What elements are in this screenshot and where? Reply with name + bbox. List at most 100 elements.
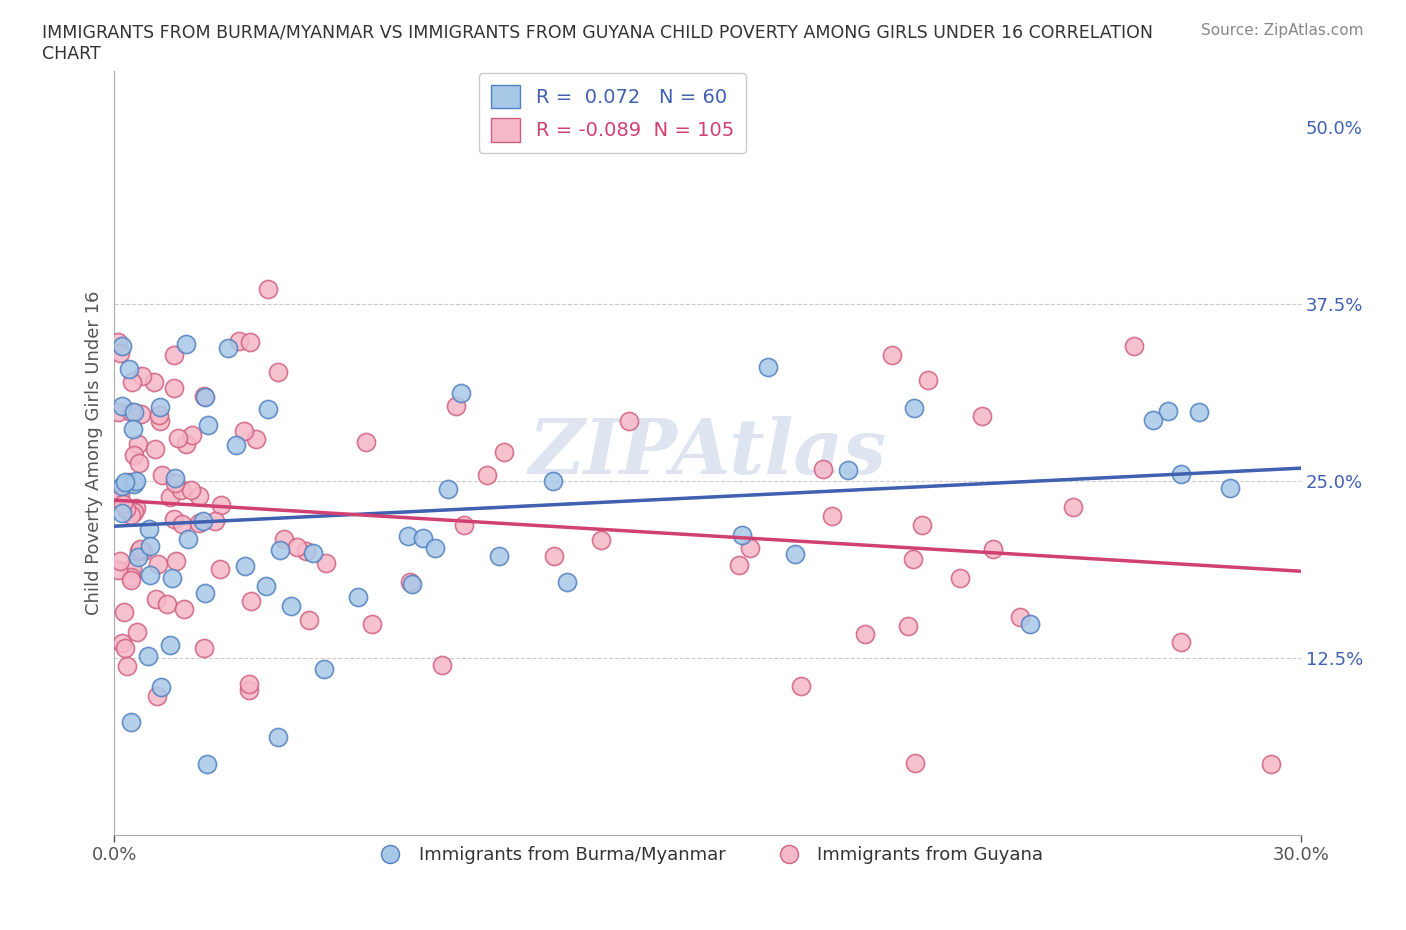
Point [267, 365, 290, 379]
Point [1219, 481, 1241, 496]
Point [197, 418, 219, 432]
Point [1157, 404, 1180, 418]
Point [112, 604, 135, 619]
Point [122, 421, 145, 436]
Point [122, 505, 145, 520]
Point [195, 756, 218, 771]
Point [143, 441, 166, 456]
Point [1188, 405, 1211, 419]
Point [111, 506, 134, 521]
Point [401, 576, 423, 591]
Point [143, 375, 166, 390]
Point [783, 547, 806, 562]
Point [152, 468, 174, 483]
Point [127, 550, 149, 565]
Point [315, 555, 337, 570]
Point [191, 513, 214, 528]
Point [273, 532, 295, 547]
Point [107, 335, 129, 350]
Point [111, 479, 134, 494]
Point [821, 509, 844, 524]
Point [727, 558, 749, 573]
Point [396, 529, 419, 544]
Point [209, 562, 232, 577]
Point [188, 488, 211, 503]
Point [163, 380, 186, 395]
Point [149, 414, 172, 429]
Point [146, 556, 169, 571]
Point [450, 386, 472, 401]
Point [120, 572, 142, 587]
Point [245, 432, 267, 446]
Point [589, 532, 612, 547]
Point [488, 549, 510, 564]
Point [285, 540, 308, 555]
Point [111, 339, 134, 353]
Point [174, 337, 197, 352]
Point [917, 373, 939, 388]
Point [194, 390, 217, 405]
Point [108, 553, 131, 568]
Point [139, 538, 162, 553]
Point [107, 493, 129, 508]
Point [163, 348, 186, 363]
Point [124, 405, 146, 419]
Point [131, 368, 153, 383]
Text: Source: ZipAtlas.com: Source: ZipAtlas.com [1201, 23, 1364, 38]
Point [731, 528, 754, 543]
Point [169, 483, 191, 498]
Point [970, 409, 993, 424]
Point [882, 347, 904, 362]
Point [108, 486, 131, 501]
Point [177, 532, 200, 547]
Point [194, 586, 217, 601]
Point [738, 540, 761, 555]
Point [1008, 610, 1031, 625]
Point [217, 340, 239, 355]
Text: CHART: CHART [42, 45, 101, 62]
Point [1062, 499, 1084, 514]
Point [139, 567, 162, 582]
Point [124, 501, 146, 516]
Point [163, 471, 186, 485]
Point [127, 437, 149, 452]
Point [617, 413, 640, 428]
Point [398, 575, 420, 590]
Point [193, 389, 215, 404]
Point [256, 578, 278, 593]
Point [170, 517, 193, 532]
Point [256, 282, 278, 297]
Point [145, 591, 167, 606]
Point [1142, 412, 1164, 427]
Point [115, 658, 138, 673]
Point [543, 549, 565, 564]
Point [1019, 616, 1042, 631]
Point [228, 334, 250, 349]
Point [120, 405, 142, 419]
Point [1122, 339, 1144, 353]
Point [188, 516, 211, 531]
Point [118, 362, 141, 377]
Point [412, 531, 434, 546]
Point [302, 545, 325, 560]
Point [114, 641, 136, 656]
Point [238, 677, 260, 692]
Point [312, 661, 335, 676]
Text: ZIPAtlas: ZIPAtlas [529, 416, 887, 490]
Point [128, 456, 150, 471]
Point [354, 434, 377, 449]
Text: IMMIGRANTS FROM BURMA/MYANMAR VS IMMIGRANTS FROM GUYANA CHILD POVERTY AMONG GIRL: IMMIGRANTS FROM BURMA/MYANMAR VS IMMIGRA… [42, 23, 1153, 41]
Point [269, 543, 291, 558]
Point [790, 679, 813, 694]
Point [903, 401, 925, 416]
Point [239, 335, 262, 350]
Point [124, 447, 146, 462]
Point [120, 570, 142, 585]
Point [159, 489, 181, 504]
Point [280, 598, 302, 613]
Point [176, 436, 198, 451]
Y-axis label: Child Poverty Among Girls Under 16: Child Poverty Among Girls Under 16 [86, 290, 103, 615]
Point [146, 688, 169, 703]
Point [360, 617, 382, 631]
Point [148, 399, 170, 414]
